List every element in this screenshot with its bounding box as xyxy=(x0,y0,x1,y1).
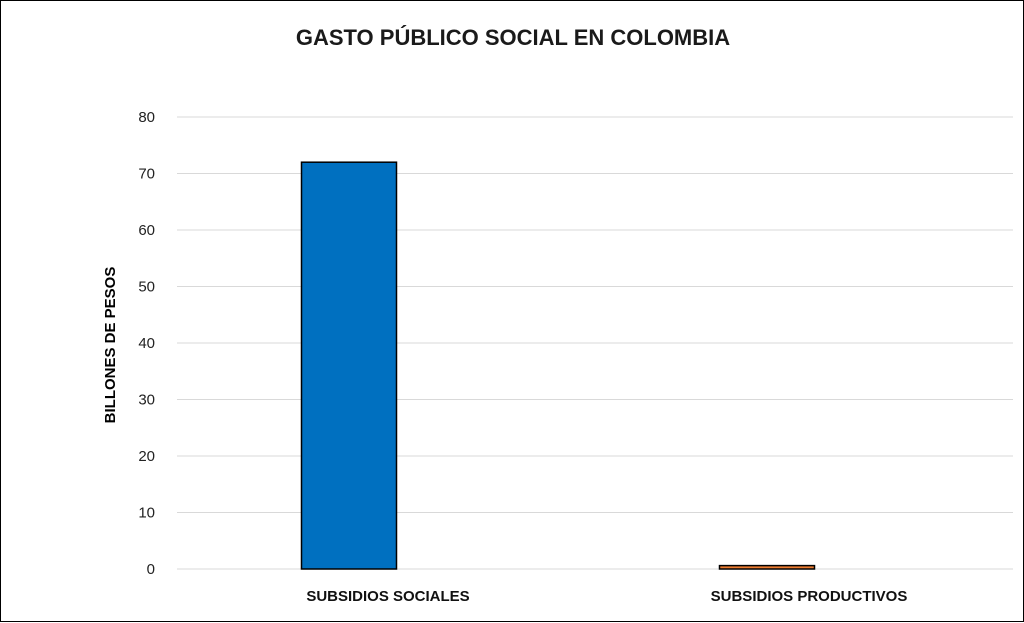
y-tick-label: 50 xyxy=(138,279,155,296)
bars xyxy=(300,161,816,570)
y-tick-label: 10 xyxy=(138,505,155,522)
y-tick-label: 70 xyxy=(138,166,155,183)
y-axis-label: BILLONES DE PESOS xyxy=(102,267,119,424)
x-category-label: SUBSIDIOS SOCIALES xyxy=(306,588,469,605)
y-tick-label: 20 xyxy=(138,448,155,465)
bar-subsidios-sociales xyxy=(300,161,398,570)
chart-title: GASTO PÚBLICO SOCIAL EN COLOMBIA xyxy=(296,25,730,50)
y-tick-label: 40 xyxy=(138,335,155,352)
y-tick-label: 30 xyxy=(138,392,155,409)
category-labels: SUBSIDIOS SOCIALES SUBSIDIOS PRODUCTIVOS xyxy=(306,588,907,605)
y-tick-label: 60 xyxy=(138,222,155,239)
y-tick-label: 0 xyxy=(147,561,155,578)
y-tick-labels: 0 10 20 30 40 50 60 70 80 xyxy=(138,109,155,578)
y-tick-label: 80 xyxy=(138,109,155,126)
x-category-label: SUBSIDIOS PRODUCTIVOS xyxy=(711,588,908,605)
bar-subsidios-productivos xyxy=(718,564,816,570)
